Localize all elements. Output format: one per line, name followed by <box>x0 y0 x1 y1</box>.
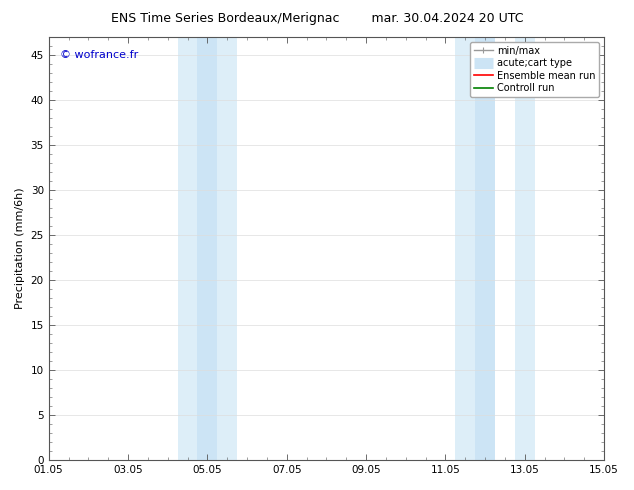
Bar <box>217 37 237 460</box>
Legend: min/max, acute;cart type, Ensemble mean run, Controll run: min/max, acute;cart type, Ensemble mean … <box>470 42 599 97</box>
Bar <box>197 37 217 460</box>
Bar <box>515 37 534 460</box>
Bar <box>475 37 495 460</box>
Bar <box>178 37 197 460</box>
Text: © wofrance.fr: © wofrance.fr <box>60 50 138 60</box>
Bar <box>455 37 475 460</box>
Text: ENS Time Series Bordeaux/Merignac        mar. 30.04.2024 20 UTC: ENS Time Series Bordeaux/Merignac mar. 3… <box>111 12 523 25</box>
Y-axis label: Precipitation (mm/6h): Precipitation (mm/6h) <box>15 188 25 309</box>
